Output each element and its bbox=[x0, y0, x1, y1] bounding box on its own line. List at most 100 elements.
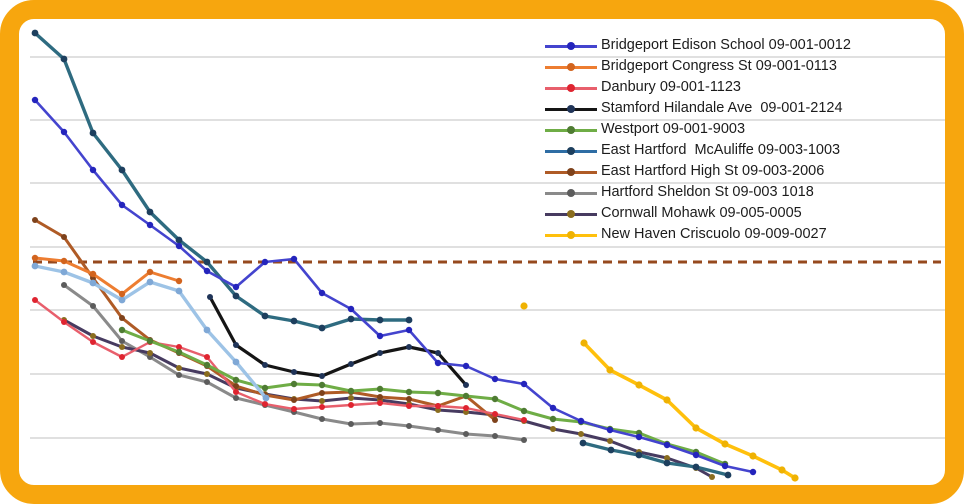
series-unlabeled_light_blue-marker bbox=[146, 278, 154, 286]
series-stamford-marker bbox=[319, 373, 325, 379]
series-stamford-marker bbox=[207, 294, 213, 300]
series-edison-marker bbox=[290, 255, 298, 263]
legend-item: Cornwall Mohawk 09-005-0005 bbox=[545, 203, 851, 224]
series-highst-marker bbox=[492, 417, 498, 423]
series-cornwall-marker bbox=[578, 431, 584, 437]
legend-line-marker-swatch bbox=[545, 209, 597, 219]
chart-legend: Bridgeport Edison School 09-001-0012 Brid… bbox=[545, 35, 851, 245]
series-mcauliffe-marker bbox=[635, 451, 643, 459]
series-stamford-marker bbox=[348, 361, 354, 367]
legend-line-marker-swatch bbox=[545, 167, 597, 177]
legend-line-marker-swatch bbox=[545, 83, 597, 93]
series-edison-marker bbox=[405, 326, 413, 334]
series-edison-marker bbox=[635, 433, 643, 441]
series-westport-marker bbox=[118, 326, 126, 334]
series-newhaven-marker bbox=[520, 302, 528, 310]
legend-item: Bridgeport Edison School 09-001-0012 bbox=[545, 35, 851, 56]
series-sheldon-marker bbox=[90, 303, 96, 309]
series-sheldon-marker bbox=[463, 431, 469, 437]
legend-item: Bridgeport Congress St 09-001-0113 bbox=[545, 56, 851, 77]
series-stamford-marker bbox=[291, 369, 297, 375]
series-congress-marker bbox=[118, 290, 126, 298]
legend-label: East Hartford McAuliffe 09-003-1003 bbox=[601, 142, 841, 158]
series-danbury-marker bbox=[262, 401, 268, 407]
series-danbury-marker bbox=[204, 354, 210, 360]
series-danbury-marker bbox=[521, 417, 527, 423]
series-cornwall-marker bbox=[147, 350, 153, 356]
legend-line-marker-swatch bbox=[545, 125, 597, 135]
series-danbury-marker bbox=[119, 354, 125, 360]
series-mcauliffe-marker bbox=[724, 471, 732, 479]
series-sheldon-marker bbox=[406, 423, 412, 429]
series-highst-marker bbox=[119, 315, 125, 321]
series-highst-marker bbox=[291, 397, 297, 403]
series-westport-marker bbox=[405, 388, 413, 396]
series-sheldon-marker bbox=[204, 379, 210, 385]
series-sheldon-marker bbox=[377, 420, 383, 426]
legend-line-marker-swatch bbox=[545, 104, 597, 114]
series-mcauliffe-marker bbox=[146, 208, 154, 216]
series-edison-marker bbox=[232, 283, 240, 291]
series-mcauliffe-marker bbox=[290, 317, 298, 325]
series-unlabeled_light_blue bbox=[31, 262, 270, 402]
series-sheldon-marker bbox=[348, 421, 354, 427]
series-westport-line bbox=[120, 328, 727, 466]
series-westport-marker bbox=[549, 415, 557, 423]
legend-label: Stamford Hilandale Ave 09-001-2124 bbox=[601, 100, 843, 116]
series-edison-marker bbox=[577, 417, 585, 425]
legend-label: Westport 09-001-9003 bbox=[601, 121, 746, 137]
series-westport-marker bbox=[146, 337, 154, 345]
series-danbury-marker bbox=[435, 403, 441, 409]
series-stamford bbox=[207, 294, 469, 388]
series-danbury-line bbox=[33, 298, 526, 422]
series-westport-marker bbox=[261, 384, 269, 392]
legend-line-marker-swatch bbox=[545, 62, 597, 72]
series-westport-marker bbox=[203, 361, 211, 369]
series-mcauliffe-marker bbox=[60, 55, 68, 63]
series-sheldon-marker bbox=[176, 372, 182, 378]
series-edison-marker bbox=[606, 426, 614, 434]
series-edison-marker bbox=[89, 166, 97, 174]
series-highst-marker bbox=[233, 383, 239, 389]
legend-label: Hartford Sheldon St 09-003 1018 bbox=[601, 184, 814, 200]
series-congress-marker bbox=[146, 268, 154, 276]
series-mcauliffe-marker bbox=[232, 292, 240, 300]
series-unlabeled_light_blue-marker bbox=[232, 358, 240, 366]
series-cornwall-marker bbox=[607, 438, 613, 444]
series-highst-marker bbox=[406, 396, 412, 402]
series-unlabeled_light_blue-marker bbox=[31, 262, 39, 270]
series-mcauliffe-marker bbox=[318, 324, 326, 332]
series-mcauliffe-line bbox=[581, 441, 730, 477]
legend-marker-dot bbox=[567, 83, 575, 92]
series-stamford-marker bbox=[262, 362, 268, 368]
series-sheldon-marker bbox=[492, 433, 498, 439]
legend-marker-dot bbox=[567, 125, 575, 134]
series-westport-marker bbox=[491, 395, 499, 403]
series-westport-marker bbox=[232, 376, 240, 384]
series-cornwall-marker bbox=[204, 371, 210, 377]
series-danbury-marker bbox=[61, 319, 67, 325]
series-newhaven bbox=[520, 302, 799, 482]
series-danbury-marker bbox=[348, 402, 354, 408]
series-edison-marker bbox=[549, 404, 557, 412]
series-edison-marker bbox=[692, 451, 700, 459]
series-mcauliffe-marker bbox=[692, 463, 700, 471]
series-danbury-marker bbox=[492, 411, 498, 417]
legend-label: Cornwall Mohawk 09-005-0005 bbox=[601, 205, 802, 221]
series-edison-marker bbox=[663, 441, 671, 449]
legend-marker-dot bbox=[567, 62, 575, 71]
series-mcauliffe-marker bbox=[175, 236, 183, 244]
series-cornwall-marker bbox=[664, 455, 670, 461]
series-danbury-marker bbox=[291, 406, 297, 412]
series-edison-marker bbox=[749, 468, 757, 476]
series-danbury-marker bbox=[406, 403, 412, 409]
series-edison-marker bbox=[175, 242, 183, 250]
series-westport-marker bbox=[434, 389, 442, 397]
series-newhaven-marker bbox=[692, 424, 700, 432]
series-unlabeled_light_blue-marker bbox=[203, 326, 211, 334]
series-edison bbox=[31, 96, 757, 476]
series-westport-marker bbox=[347, 387, 355, 395]
legend-item: Westport 09-001-9003 bbox=[545, 119, 851, 140]
series-mcauliffe-marker bbox=[261, 312, 269, 320]
